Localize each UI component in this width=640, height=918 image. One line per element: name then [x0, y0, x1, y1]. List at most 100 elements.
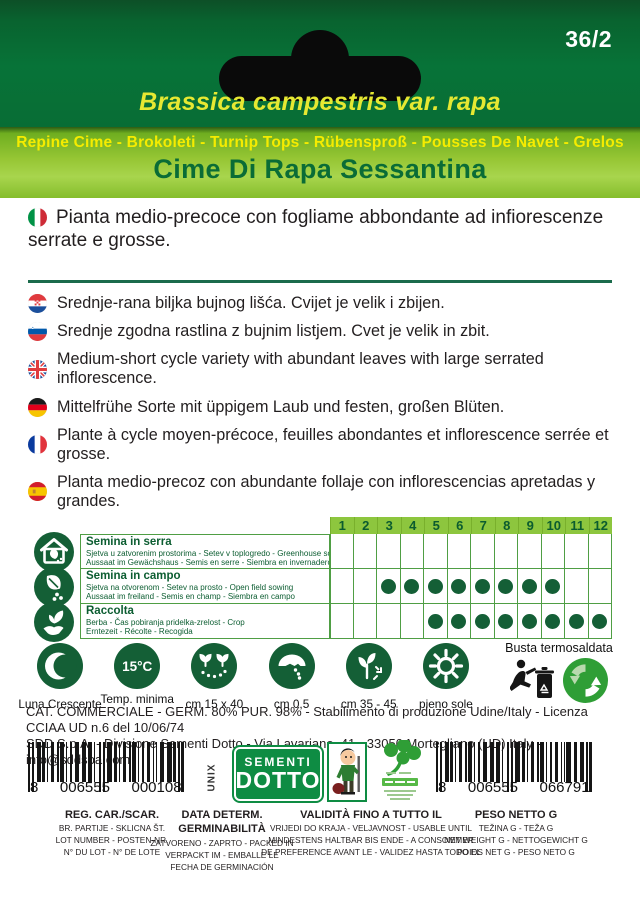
calendar-row-subtitle: Erntezeit - Récolte - Recogida	[86, 627, 193, 637]
info-column-line: LOT NUMBER - POSTEN-NR.	[55, 835, 169, 846]
active-month-dot	[568, 613, 584, 629]
calendar-cell	[424, 569, 448, 604]
calendar-cell	[494, 604, 518, 639]
header-band: 36/2 Brassica campestris var. rapa	[0, 0, 640, 127]
translation-text: Plante à cycle moyen-précoce, feuilles a…	[57, 425, 609, 463]
calendar-month-header: 4	[400, 517, 424, 534]
calendar-row-subtitle: Berba - Čas pobiranja pridelka-zrelost -…	[86, 617, 245, 627]
info-column-title: PESO NETTO G	[474, 809, 558, 821]
active-month-dot	[474, 613, 490, 629]
calendar-row-subtitle: Aussaat im Gewächshaus - Semis en serre …	[86, 558, 330, 568]
calendar-cell	[471, 569, 495, 604]
calendar-cell	[565, 569, 589, 604]
info-column: PESO NETTO G TEŽINA G - TEŽA G NET WEIGHT …	[436, 808, 596, 858]
germany-flag-icon	[28, 397, 47, 417]
calendar-cell	[588, 534, 612, 569]
seed-depth-icon	[268, 643, 315, 694]
active-month-dot	[521, 578, 537, 594]
info-column-line: BR. PARTIJE - SKLICNA ŠT.	[58, 823, 166, 834]
calendar-cell	[565, 534, 589, 569]
calendar-cell	[447, 604, 471, 639]
calendar-month-header: 5	[424, 517, 448, 534]
calendar-month-header: 3	[377, 517, 401, 534]
active-month-dot	[427, 578, 443, 594]
info-column-line: MINDESTENS HALTBAR BIS ENDE - A CONSOMME…	[268, 835, 474, 846]
calendar-cell	[400, 534, 424, 569]
spain-flag-icon	[28, 482, 47, 502]
barcode-row: 8 006555 000108 UNIX SEMENTI DOTTO 8 006555…	[0, 740, 640, 810]
growing-icon-label: cm 15 x 40	[185, 697, 244, 711]
barcode-digits: 8 006555 066791	[438, 779, 590, 796]
active-month-dot	[498, 578, 514, 594]
calendar-cell	[424, 604, 448, 639]
calendar-row-subtitle: Aussaat im freiland - Semis en champ - S…	[86, 592, 295, 602]
growing-icon-item: cm 35 - 45	[331, 643, 407, 711]
mascot-illustration	[327, 742, 367, 802]
calendar-cell	[588, 569, 612, 604]
field-sowing-icon	[28, 566, 80, 607]
growing-icon-item: 15°C Temp. minima	[99, 643, 175, 711]
info-column-title: REG. CAR./SCAR.	[64, 809, 160, 821]
uk-flag-icon	[28, 359, 47, 379]
calendar-row-title: Semina in campo	[86, 570, 181, 582]
harvest-icon	[28, 601, 80, 642]
translation-row: Srednje-rana biljka bujnog lišća. Cvijet…	[28, 294, 618, 313]
calendar-cell	[377, 604, 401, 639]
calendar-cell	[353, 534, 377, 569]
info-column: DATA DETERM. GERMINABILITÀ ZATVORENO - ZA…	[137, 808, 307, 873]
active-month-dot	[521, 613, 537, 629]
active-month-dot	[474, 578, 490, 594]
calendar-cell	[400, 569, 424, 604]
main-description: Pianta medio-precoce con fogliame abbond…	[28, 206, 614, 253]
growing-icon-item: cm 15 x 40	[176, 643, 252, 711]
growing-icon-item: cm 0,5	[254, 643, 330, 711]
info-table: REG. CAR./SCAR. BR. PARTIJE - SKLICNA ŠT.…	[0, 808, 640, 872]
calendar-row-label: Raccolta Berba - Čas pobiranja pridelka-z…	[80, 604, 330, 639]
calendar-cell	[471, 534, 495, 569]
calendar-month-header: 2	[353, 517, 377, 534]
active-month-dot	[545, 578, 561, 594]
italy-flag-icon	[28, 208, 47, 227]
info-column-line: POIDS NET G - PESO NETO G	[457, 847, 575, 858]
calendar-cell	[494, 569, 518, 604]
active-month-dot	[427, 613, 443, 629]
active-month-dot	[545, 613, 561, 629]
sun-icon	[422, 643, 469, 694]
side-text: UNIX	[206, 763, 218, 792]
calendar-cell	[353, 604, 377, 639]
info-column-line: FECHA DE GERMINACIÓN	[170, 861, 274, 872]
calendar-cell	[330, 569, 354, 604]
row-distance-icon	[345, 643, 392, 694]
growing-icon-label: cm 0,5	[273, 697, 310, 711]
calendar-cell	[518, 534, 542, 569]
translation-row: Srednje zgodna rastlina z bujnim listjem…	[28, 322, 618, 342]
translation-text: Srednje-rana biljka bujnog lišća. Cvijet…	[57, 294, 445, 312]
barcode-bars	[28, 742, 184, 792]
calendar-row-label: Semina in serra Sjetva u zatvorenim prost…	[80, 534, 330, 569]
growing-icon-item: pieno sole	[408, 643, 484, 711]
growing-icons: Luna Crescente 15°C Temp. minima cm 15 x 40…	[18, 643, 484, 711]
packaging-block: Busta termosaldata	[494, 641, 624, 708]
calendar-cell	[330, 604, 354, 639]
translation-text: Medium-short cycle variety with abundant…	[57, 350, 544, 388]
active-month-dot	[380, 578, 396, 594]
active-month-dot	[404, 578, 420, 594]
title-band: Repine Cime - Brokoleti - Turnip Tops - …	[0, 127, 640, 198]
info-column: VALIDITÀ FINO A TUTTO IL VRIJEDI DO KRAJA…	[244, 808, 499, 858]
translation-text: Planta medio-precoz con abundante follaj…	[57, 472, 596, 510]
calendar-month-header: 7	[471, 517, 495, 534]
botanical-name: Brassica campestris var. rapa	[139, 88, 501, 116]
france-flag-icon	[28, 435, 47, 455]
info-column-title: VALIDITÀ FINO A TUTTO IL	[300, 809, 442, 821]
translation-text: Srednje zgodna rastlina z bujnim listjem…	[57, 322, 490, 341]
slovenia-flag-icon	[28, 322, 47, 342]
info-column-title: DATA DETERM. GERMINABILITÀ	[178, 809, 266, 836]
green-dot-icon	[563, 658, 608, 708]
barcode-bars	[436, 742, 592, 792]
calendar-cell	[377, 569, 401, 604]
calendar-cell	[353, 569, 377, 604]
greenhouse-icon	[28, 531, 80, 572]
calendar-cell	[471, 604, 495, 639]
calendar-cell	[330, 534, 354, 569]
translation-text: Mittelfrühe Sorte mit üppigem Laub und f…	[57, 397, 505, 416]
